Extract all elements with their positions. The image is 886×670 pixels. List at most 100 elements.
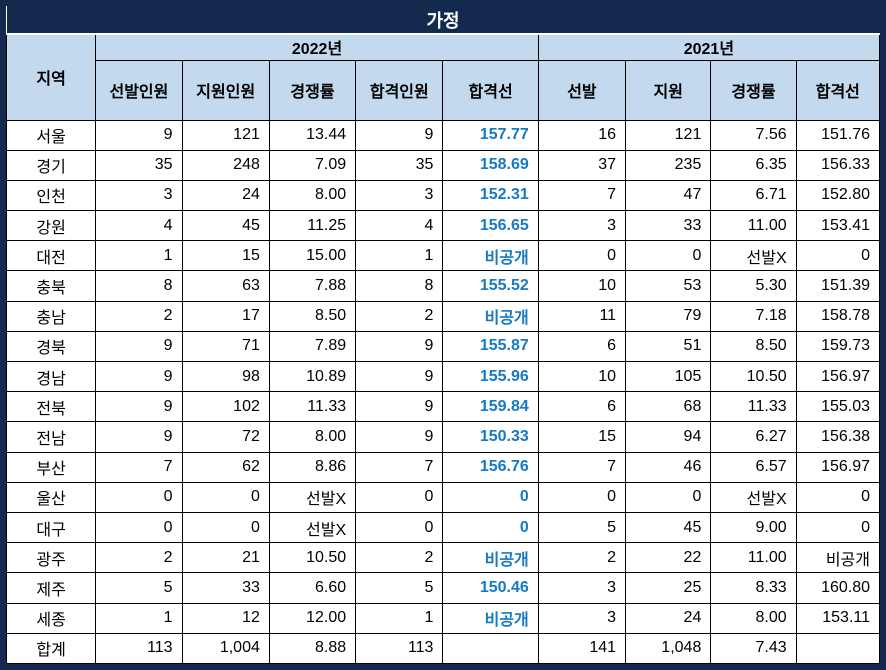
value-2022-cell: 7 [355, 451, 444, 483]
value-2022-cell: 5 [355, 572, 444, 604]
table-row: 제주 5 33 6.60 5 150.46 3 25 8.33 160.80 [5, 572, 881, 604]
value-2021-cell: 9.00 [710, 511, 797, 544]
value-2021-cell: 11.33 [710, 391, 797, 423]
value-2022-cell: 15 [181, 240, 270, 272]
table-row: 충북 8 63 7.88 8 155.52 10 53 5.30 151.39 [5, 270, 881, 302]
cutoff-2021-cell: 0 [795, 511, 881, 544]
value-2022-cell: 98 [181, 360, 270, 393]
value-2021-cell: 6 [537, 330, 627, 363]
value-2021-cell: 11 [537, 300, 627, 332]
column-header-2022-ratio: 경쟁률 [268, 59, 357, 121]
column-header-2022-selected: 선발인원 [95, 59, 183, 121]
value-2021-cell: 11.00 [710, 210, 797, 242]
cutoff-2022-cell: 156.76 [442, 451, 539, 483]
column-header-2022-passed: 합격인원 [355, 59, 444, 121]
value-2021-cell: 46 [625, 451, 712, 483]
value-2022-cell: 63 [181, 270, 270, 302]
table-row: 부산 7 62 8.86 7 156.76 7 46 6.57 156.97 [5, 451, 881, 483]
region-cell: 광주 [5, 542, 97, 574]
value-2021-cell: 3 [537, 210, 627, 242]
value-2021-cell: 47 [625, 179, 712, 212]
value-2021-cell: 5.30 [710, 270, 797, 302]
value-2022-cell: 45 [181, 210, 270, 242]
value-2021-cell: 94 [625, 421, 712, 453]
value-2021-cell: 141 [537, 632, 627, 665]
value-2022-cell: 10.89 [268, 360, 357, 393]
table-row: 광주 2 21 10.50 2 비공개 2 22 11.00 비공개 [5, 542, 881, 574]
table-row: 강원 4 45 11.25 4 156.65 3 33 11.00 153.41 [5, 210, 881, 242]
value-2022-cell: 8.00 [268, 421, 357, 453]
value-2022-cell: 4 [355, 210, 444, 242]
value-2022-cell: 9 [355, 421, 444, 453]
value-2021-cell: 10 [537, 360, 627, 393]
value-2022-cell: 12 [181, 602, 270, 634]
value-2022-cell: 0 [181, 511, 270, 544]
value-2022-cell: 21 [181, 542, 270, 574]
value-2021-cell: 24 [625, 602, 712, 634]
value-2021-cell: 16 [537, 119, 627, 151]
value-2021-cell: 0 [537, 240, 627, 272]
value-2022-cell: 11.33 [268, 391, 357, 423]
value-2022-cell: 10.50 [268, 542, 357, 574]
value-2021-cell: 53 [625, 270, 712, 302]
value-2022-cell: 6.60 [268, 572, 357, 604]
value-2022-cell: 72 [181, 421, 270, 453]
cutoff-2022-cell: 비공개 [442, 300, 539, 332]
value-2022-cell: 248 [181, 149, 270, 181]
value-2022-cell: 0 [355, 481, 444, 513]
value-2022-cell: 8.88 [268, 632, 357, 665]
value-2021-cell: 7.18 [710, 300, 797, 332]
value-2021-cell: 0 [625, 481, 712, 513]
data-table: 가정 지역 2022년 2021년 선발인원 지원인원 경쟁률 합격인원 합격선… [5, 6, 881, 665]
table-row: 세종 1 12 12.00 1 비공개 3 24 8.00 153.11 [5, 602, 881, 634]
cutoff-2022-cell: 152.31 [442, 179, 539, 212]
value-2021-cell: 68 [625, 391, 712, 423]
cutoff-2022-cell: 159.84 [442, 391, 539, 423]
cutoff-2022-cell: 157.77 [442, 119, 539, 151]
value-2022-cell: 113 [355, 632, 444, 665]
value-2022-cell: 0 [95, 511, 183, 544]
value-2021-cell: 5 [537, 511, 627, 544]
value-2021-cell: 3 [537, 572, 627, 604]
table-row: 경기 35 248 7.09 35 158.69 37 235 6.35 156.33 [5, 149, 881, 181]
value-2022-cell: 33 [181, 572, 270, 604]
value-2021-cell: 33 [625, 210, 712, 242]
value-2022-cell: 2 [355, 542, 444, 574]
region-cell: 전남 [5, 421, 97, 453]
cutoff-2021-cell: 158.78 [795, 300, 881, 332]
value-2022-cell: 8.86 [268, 451, 357, 483]
value-2021-cell: 2 [537, 542, 627, 574]
value-2021-cell: 37 [537, 149, 627, 181]
value-2021-cell: 11.00 [710, 542, 797, 574]
table-body: 서울 9 121 13.44 9 157.77 16 121 7.56 151.76 경기 35 248… [5, 119, 881, 665]
region-cell: 충북 [5, 270, 97, 302]
table-row: 경남 9 98 10.89 9 155.96 10 105 10.50 156.97 [5, 360, 881, 393]
value-2022-cell: 3 [355, 179, 444, 212]
value-2021-cell: 3 [537, 602, 627, 634]
cutoff-2021-cell: 0 [795, 240, 881, 272]
region-cell: 세종 [5, 602, 97, 634]
value-2022-cell: 선발X [268, 511, 357, 544]
value-2022-cell: 1 [355, 602, 444, 634]
column-header-2021-applied: 지원 [625, 59, 712, 121]
cutoff-2022-cell: 비공개 [442, 240, 539, 272]
region-cell: 합계 [5, 632, 97, 665]
value-2022-cell: 8.50 [268, 300, 357, 332]
value-2022-cell: 0 [95, 481, 183, 513]
column-header-2021-ratio: 경쟁률 [710, 59, 797, 121]
value-2022-cell: 1,004 [181, 632, 270, 665]
cutoff-2022-cell: 비공개 [442, 542, 539, 574]
value-2022-cell: 8.00 [268, 179, 357, 212]
value-2022-cell: 9 [95, 391, 183, 423]
value-2021-cell: 22 [625, 542, 712, 574]
value-2022-cell: 1 [355, 240, 444, 272]
value-2022-cell: 15.00 [268, 240, 357, 272]
value-2022-cell: 9 [95, 119, 183, 151]
column-header-2021-cutoff: 합격선 [795, 59, 881, 121]
value-2021-cell: 8.00 [710, 602, 797, 634]
value-2021-cell: 7 [537, 179, 627, 212]
region-cell: 울산 [5, 481, 97, 513]
value-2022-cell: 11.25 [268, 210, 357, 242]
table-row: 전남 9 72 8.00 9 150.33 15 94 6.27 156.38 [5, 421, 881, 453]
